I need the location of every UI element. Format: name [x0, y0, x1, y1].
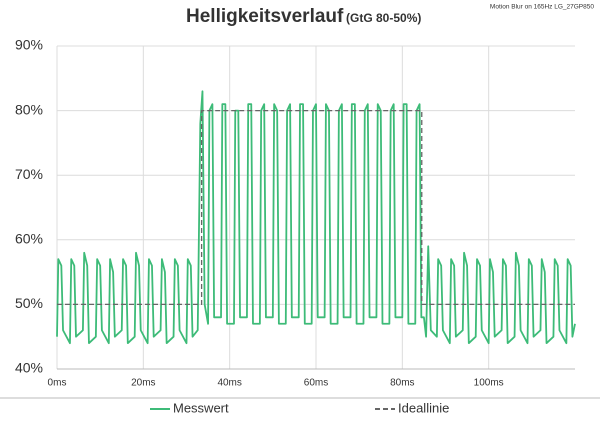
legend-label: Messwert	[173, 400, 229, 415]
x-tick-label: 0ms	[48, 378, 67, 389]
plot	[56, 90, 576, 345]
chart-subtitle: (GtG 80-50%)	[346, 11, 421, 25]
y-tick-label: 70%	[15, 166, 43, 182]
legend: Messwert Ideallinie	[150, 400, 449, 415]
data-line	[56, 90, 576, 345]
annotation: Motion Blur on 165Hz LG_27GP850	[490, 4, 594, 11]
axes: 40% 50% 60% 70% 80% 90% 0ms 20ms 40ms 60ms 80ms 100…	[15, 37, 575, 389]
y-tick-label: 80%	[15, 101, 43, 117]
legend-label: Ideallinie	[398, 400, 449, 415]
data-line	[57, 109, 575, 306]
y-tick-label: 60%	[15, 231, 43, 247]
x-tick-label: 60ms	[304, 378, 328, 389]
chart-title: Helligkeitsverlauf	[186, 6, 344, 27]
x-tick-label: 40ms	[217, 378, 241, 389]
x-tick-label: 20ms	[131, 378, 155, 389]
y-tick-label: 90%	[15, 37, 43, 53]
y-tick-label: 40%	[15, 360, 43, 376]
y-tick-label: 50%	[15, 295, 43, 311]
x-tick-label: 100ms	[474, 378, 504, 389]
x-tick-label: 80ms	[390, 378, 414, 389]
